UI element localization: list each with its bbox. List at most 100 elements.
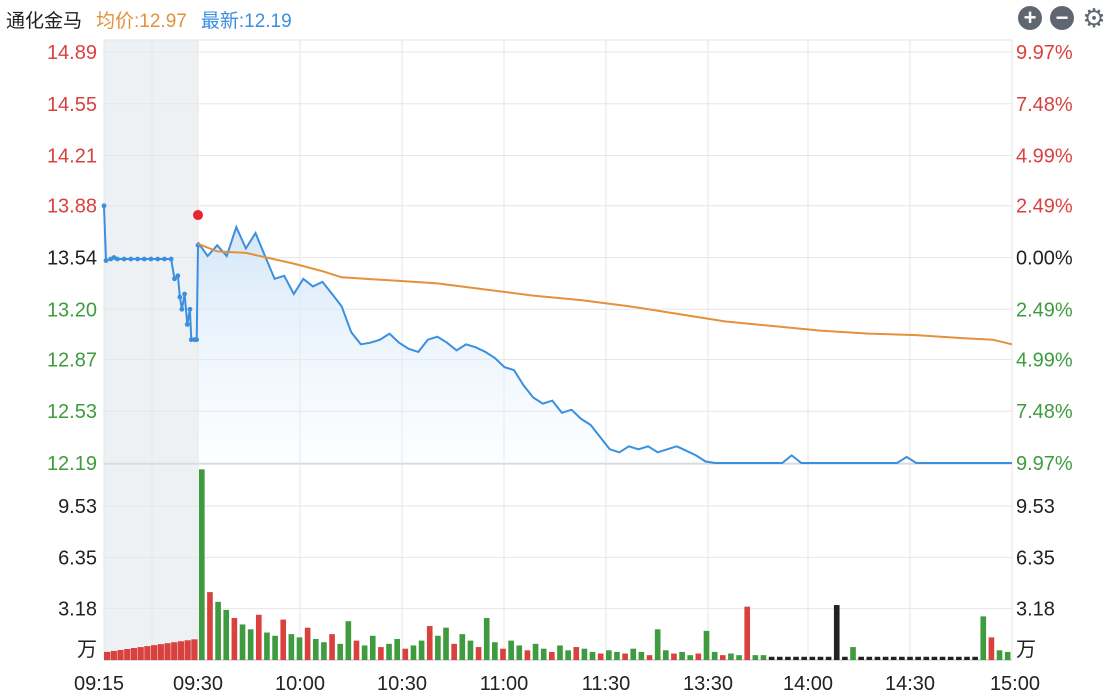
time-tick-label: 14:30 xyxy=(885,673,935,695)
time-tick-label: 09:15 xyxy=(74,673,124,695)
time-tick-label: 10:30 xyxy=(377,673,427,695)
pct-tick-label: 4.99% xyxy=(1016,349,1073,371)
volume-bar xyxy=(435,635,441,660)
volume-bar xyxy=(402,648,409,660)
volume-bar xyxy=(809,656,816,660)
pct-tick-label: 2.49% xyxy=(1016,196,1073,218)
open-marker xyxy=(193,210,203,221)
preopen-volume-bar xyxy=(157,644,164,660)
volume-bar xyxy=(728,653,734,660)
volume-bar xyxy=(801,656,807,660)
volume-bar xyxy=(817,656,824,660)
zoom-out-icon[interactable]: − xyxy=(1050,6,1074,30)
preopen-volume-bar xyxy=(177,641,185,660)
volume-bar xyxy=(492,642,498,660)
volume-bar xyxy=(622,653,628,660)
volume-bar xyxy=(483,617,490,660)
time-tick-label: 14:00 xyxy=(783,673,833,695)
volume-bar xyxy=(996,650,1003,660)
volume-bar xyxy=(467,640,474,660)
volume-tick-label: 6.35 xyxy=(58,547,97,569)
volume-bar xyxy=(451,643,457,660)
price-tick-label: 14.21 xyxy=(47,146,97,168)
volume-bar xyxy=(793,656,799,660)
volume-bar xyxy=(988,637,995,660)
volume-bar xyxy=(207,592,213,660)
preopen-volume-bar xyxy=(171,642,178,660)
preopen-price-point xyxy=(194,337,200,343)
volume-bar xyxy=(833,605,840,660)
pct-tick-label: 4.99% xyxy=(1016,146,1073,168)
volume-bar xyxy=(736,655,742,660)
volume-bar xyxy=(711,651,718,660)
preopen-price-point xyxy=(121,256,127,262)
preopen-volume-bar xyxy=(124,649,131,660)
pct-tick-label: 2.49% xyxy=(1016,299,1073,321)
volume-bar xyxy=(199,469,205,660)
volume-tick-label-right: 3.18 xyxy=(1016,599,1055,621)
volume-bar xyxy=(475,647,482,660)
volume-bar xyxy=(459,634,466,660)
volume-unit-label: 万 xyxy=(77,639,97,661)
volume-bar xyxy=(597,653,604,660)
volume-bar xyxy=(508,640,514,660)
time-tick-label: 09:30 xyxy=(173,673,223,695)
volume-bar xyxy=(923,656,930,660)
volume-tick-label-right: 9.53 xyxy=(1016,496,1055,518)
volume-bar xyxy=(671,653,677,660)
volume-bar xyxy=(785,656,791,660)
volume-bar xyxy=(719,655,726,660)
volume-bar xyxy=(353,640,360,660)
volume-bar xyxy=(825,656,832,660)
volume-bar xyxy=(964,656,970,660)
preopen-price-point xyxy=(168,256,174,262)
preopen-volume-bar xyxy=(144,646,151,660)
preopen-volume-bar xyxy=(130,648,138,660)
volume-bar xyxy=(972,656,978,660)
volume-bar xyxy=(1004,651,1011,660)
volume-bar xyxy=(329,634,335,660)
volume-bar xyxy=(850,647,856,660)
price-tick-label: 12.87 xyxy=(47,349,97,371)
volume-bar xyxy=(312,638,319,660)
price-tick-label: 13.20 xyxy=(47,299,97,321)
volume-bar xyxy=(410,645,417,660)
volume-tick-label: 3.18 xyxy=(58,599,97,621)
preopen-volume-bar xyxy=(110,650,117,660)
volume-bar xyxy=(239,624,246,660)
price-line xyxy=(197,224,1012,464)
zoom-in-icon[interactable]: + xyxy=(1018,6,1042,30)
volume-bar xyxy=(426,626,433,660)
volume-bar xyxy=(516,645,523,660)
volume-bar xyxy=(752,655,759,660)
volume-bar xyxy=(606,650,612,660)
volume-bar xyxy=(549,651,555,660)
volume-bar xyxy=(304,627,311,660)
volume-bar xyxy=(296,637,303,660)
pct-tick-label: 7.48% xyxy=(1016,94,1073,116)
volume-tick-label-right: 6.35 xyxy=(1016,547,1055,569)
volume-bar xyxy=(638,651,645,660)
latest-price-label: 最新:12.19 xyxy=(200,10,292,32)
preopen-price-point xyxy=(128,256,134,262)
volume-bar xyxy=(369,635,376,660)
volume-bar xyxy=(255,614,262,660)
volume-bar xyxy=(378,647,384,660)
time-tick-label: 13:30 xyxy=(683,673,733,695)
preopen-price-point xyxy=(175,273,181,279)
volume-bar xyxy=(272,635,278,660)
pct-tick-label: 7.48% xyxy=(1016,401,1073,423)
volume-bar xyxy=(361,645,368,660)
pct-tick-label: 9.97% xyxy=(1016,453,1073,475)
preopen-price-point xyxy=(148,256,154,262)
preopen-price-point xyxy=(179,306,185,312)
preopen-price-point xyxy=(141,256,147,262)
volume-bar xyxy=(337,643,344,660)
gear-icon[interactable]: ⚙ xyxy=(1082,3,1106,33)
preopen-price-point xyxy=(187,306,193,312)
volume-bar xyxy=(662,650,669,660)
volume-bar xyxy=(980,616,987,660)
preopen-price-point xyxy=(184,322,190,327)
preopen-price-point xyxy=(135,256,140,262)
